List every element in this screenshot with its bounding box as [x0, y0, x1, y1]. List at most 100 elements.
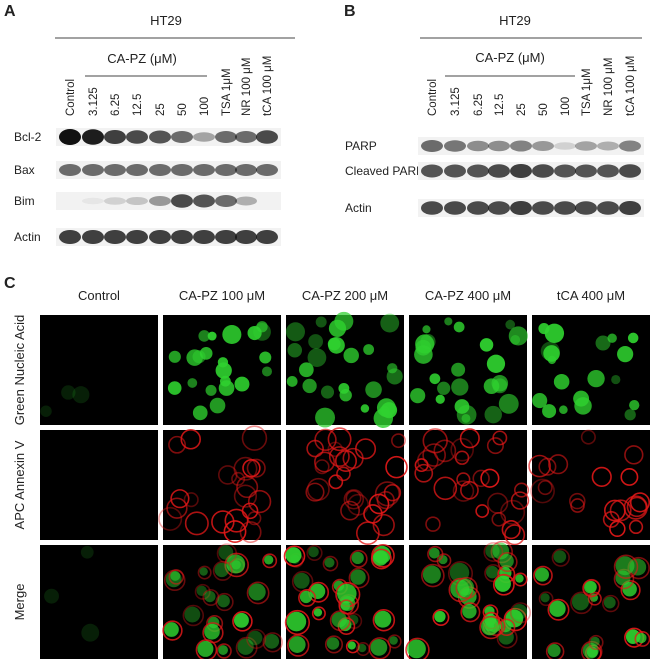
cell-red	[374, 481, 401, 507]
cell-red	[345, 639, 360, 654]
cell-green	[451, 378, 469, 396]
column-label: CA-PZ 400 μM	[425, 288, 511, 303]
cell-green	[302, 378, 317, 394]
cell-red	[235, 636, 258, 659]
panel-label: A	[4, 3, 16, 20]
cell-red	[587, 591, 602, 606]
band	[149, 230, 171, 244]
cell-green	[222, 324, 242, 345]
cell-red	[355, 521, 380, 546]
cell-green	[264, 633, 280, 649]
lane-label: 12.5	[132, 94, 144, 116]
cell-red	[513, 482, 530, 498]
band	[215, 230, 237, 244]
cell-red	[345, 489, 362, 506]
cell-red	[385, 455, 408, 479]
band	[59, 129, 81, 145]
cell-red	[212, 560, 233, 581]
lane-label: TSA 1μM	[581, 68, 593, 116]
cell-green	[327, 337, 341, 351]
band	[171, 131, 193, 143]
cell-red	[628, 519, 644, 535]
panel-label: B	[344, 3, 356, 20]
row-label: PARP	[345, 139, 377, 153]
lane-label: 3.125	[450, 87, 462, 116]
row-label: Bim	[14, 194, 35, 208]
cell-red	[414, 458, 429, 473]
cell-green	[462, 604, 477, 619]
cell-green	[204, 623, 220, 640]
cell-green	[308, 546, 319, 558]
cell-red	[483, 542, 504, 562]
cell-green	[80, 545, 94, 559]
cell-green	[595, 335, 611, 351]
band	[554, 142, 576, 150]
cell-red	[533, 565, 553, 586]
cell-red	[538, 591, 554, 607]
cell-red	[342, 447, 364, 469]
cell-red	[306, 477, 330, 501]
cell-green	[389, 636, 398, 645]
cell-red	[421, 563, 445, 588]
cell-green	[584, 580, 597, 594]
micrograph	[528, 429, 650, 540]
cell-green	[215, 362, 232, 379]
cell-green	[494, 575, 511, 592]
cell-red	[170, 489, 190, 509]
image-background	[163, 430, 281, 540]
cell-red	[241, 425, 268, 451]
cell-red	[372, 513, 395, 537]
cell-green	[320, 385, 335, 399]
cell-green	[357, 643, 367, 653]
cell-red	[349, 549, 368, 568]
cell-red	[475, 504, 490, 518]
cell-green	[617, 346, 634, 363]
cell-red	[338, 599, 354, 615]
band	[256, 164, 278, 176]
cell-green	[170, 570, 181, 581]
cell-red	[591, 466, 612, 487]
cell-red	[197, 565, 212, 580]
cell-green	[622, 581, 637, 597]
band	[575, 141, 597, 151]
cell-red	[620, 468, 639, 486]
cell-green	[315, 407, 336, 428]
band	[126, 130, 148, 144]
image-background	[286, 430, 404, 540]
cell-red	[491, 512, 507, 527]
cell-red	[184, 511, 209, 536]
cell-red	[215, 592, 234, 612]
lane-label: 100	[560, 97, 572, 116]
cell-green	[611, 374, 621, 385]
cell-green	[636, 632, 647, 644]
cell-green	[451, 362, 466, 377]
lane-label: 25	[155, 103, 167, 116]
cell-red	[223, 520, 247, 544]
cell-green	[422, 325, 431, 334]
cell-green	[192, 405, 208, 421]
band	[104, 130, 126, 144]
cell-red	[314, 459, 330, 475]
cell-green	[540, 593, 550, 603]
row-label: Merge	[12, 584, 27, 621]
cell-red	[162, 620, 183, 641]
cell-green	[350, 569, 366, 585]
cell-red	[609, 520, 626, 538]
band	[575, 201, 597, 215]
cell-red	[232, 611, 253, 632]
cell-green	[434, 610, 446, 623]
band	[193, 230, 215, 244]
cell-green	[264, 555, 274, 565]
lane-label: NR 100 μM	[241, 58, 253, 116]
cell-red	[472, 469, 490, 488]
micrograph	[162, 543, 283, 659]
cell-green	[484, 405, 502, 424]
cell-red	[551, 548, 570, 567]
lane-label: 50	[177, 103, 189, 116]
cell-green	[253, 322, 271, 341]
band	[171, 164, 193, 176]
lane-label: 12.5	[494, 94, 506, 116]
cell-green	[481, 617, 499, 636]
cell-green	[547, 644, 561, 658]
cell-green	[198, 330, 211, 342]
